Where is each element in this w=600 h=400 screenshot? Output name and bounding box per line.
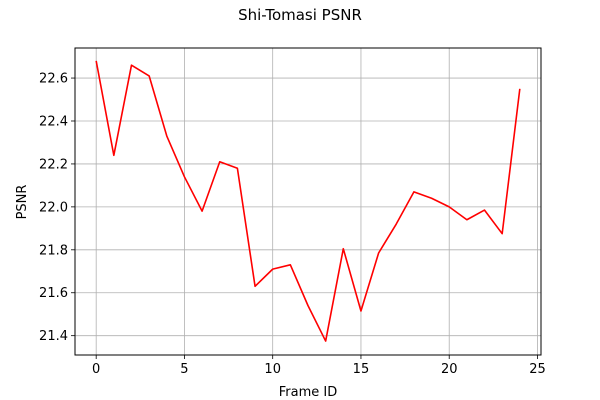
y-tick-label: 21.8 bbox=[39, 243, 68, 258]
y-tick-label: 22.2 bbox=[39, 157, 68, 172]
x-tick-label: 10 bbox=[264, 362, 281, 377]
y-tick-label: 22.6 bbox=[39, 72, 68, 87]
plot-frame bbox=[74, 47, 542, 356]
x-tick-label: 20 bbox=[441, 362, 458, 377]
x-axis: 0 5 10 15 20 25 bbox=[92, 355, 546, 377]
y-tick-label: 22.0 bbox=[39, 200, 68, 215]
x-tick-label: 25 bbox=[529, 362, 546, 377]
psnr-series-line bbox=[95, 60, 521, 342]
chart-title: Shi-Tomasi PSNR bbox=[238, 6, 362, 24]
x-axis-label: Frame ID bbox=[279, 385, 337, 400]
y-axis-label: PSNR bbox=[15, 185, 30, 220]
y-tick-label: 21.4 bbox=[39, 329, 68, 344]
y-tick-label: 21.6 bbox=[39, 286, 68, 301]
x-tick-label: 0 bbox=[92, 362, 100, 377]
y-axis: 21.4 21.6 21.8 22.0 22.2 22.4 22.6 bbox=[39, 72, 75, 344]
grid bbox=[75, 48, 541, 355]
series-layer bbox=[95, 60, 521, 342]
x-tick-label: 5 bbox=[180, 362, 188, 377]
y-tick-label: 22.4 bbox=[39, 114, 68, 129]
x-tick-label: 15 bbox=[353, 362, 370, 377]
